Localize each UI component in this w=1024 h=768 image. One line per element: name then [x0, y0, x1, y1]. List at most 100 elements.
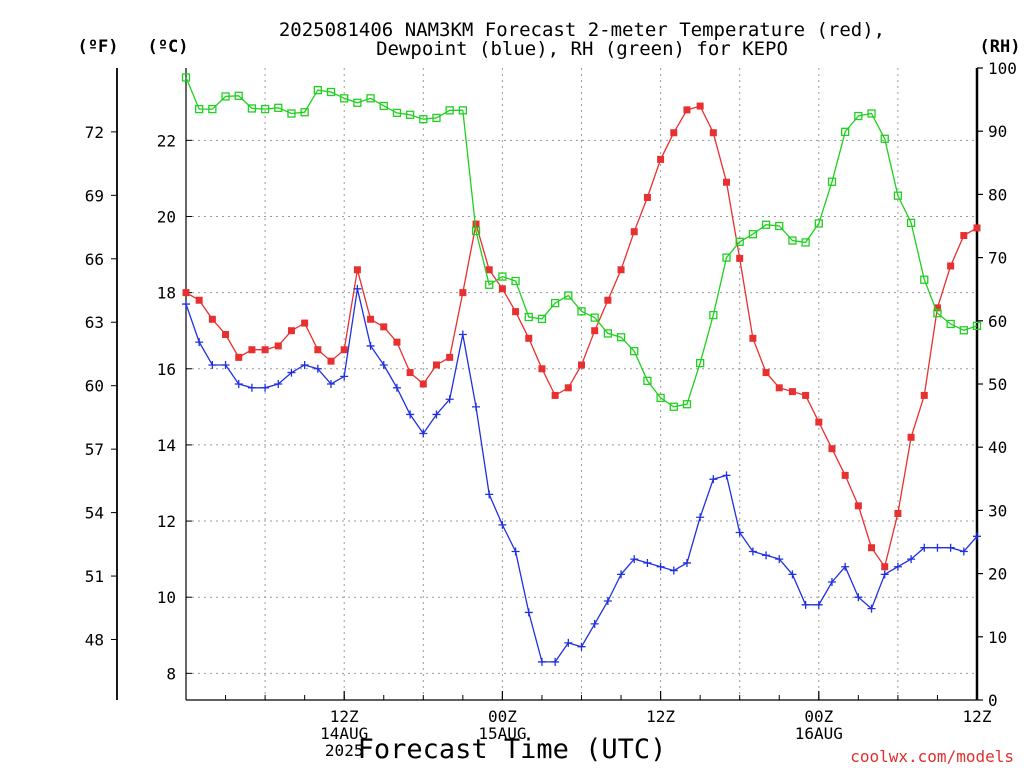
dewpoint-point: [603, 597, 612, 606]
rh-point: [419, 115, 428, 124]
temperature-point: [828, 445, 836, 453]
dewpoint-point: [247, 383, 256, 392]
rh-point: [854, 111, 863, 121]
time-tick-label: 14AUG: [320, 724, 368, 743]
temperature-point: [261, 346, 269, 354]
dewpoint-point: [208, 360, 217, 369]
temperature-point: [393, 338, 401, 346]
temperature-point: [564, 384, 572, 392]
temperature-point: [340, 346, 348, 354]
rh-point: [221, 92, 230, 101]
rh-point: [287, 109, 296, 118]
temperature-point: [973, 224, 981, 232]
celsius-tick-label: 18: [157, 284, 176, 303]
rh-point: [920, 275, 929, 284]
rh-point: [550, 298, 560, 308]
temperature-point: [894, 509, 902, 517]
dewpoint-point: [353, 284, 362, 293]
rh-point: [827, 177, 837, 186]
dewpoint-point: [261, 383, 270, 392]
dewpoint-point: [366, 341, 375, 350]
dewpoint-point: [287, 368, 296, 377]
rh-point: [722, 253, 731, 262]
rh-point: [735, 237, 744, 246]
rh-point: [669, 402, 678, 411]
rh-tick-label: 10: [988, 628, 1007, 647]
fahrenheit-tick-label: 63: [85, 313, 104, 332]
rh-tick-label: 90: [988, 122, 1007, 141]
rh-tick-label: 0: [988, 691, 998, 710]
rh-point: [524, 312, 533, 322]
dewpoint-point: [973, 532, 981, 541]
rh-point: [841, 127, 850, 136]
dewpoint-point: [327, 380, 336, 388]
rh-point: [696, 358, 705, 368]
rh-tick-label: 50: [988, 375, 1007, 394]
time-tick-label: 12Z: [330, 707, 359, 726]
dewpoint-point: [841, 562, 850, 571]
temperature-point: [327, 357, 335, 365]
time-tick-label: 00Z: [804, 707, 833, 726]
rh-point: [511, 276, 520, 286]
dewpoint-point: [234, 380, 243, 388]
temperature-point: [380, 323, 388, 331]
chart-title-line-1: 2025081406 NAM3KM Forecast 2-meter Tempe…: [279, 19, 885, 41]
temperature-point: [841, 471, 849, 479]
temperature-point: [498, 285, 506, 293]
rh-point: [195, 104, 204, 114]
rh-point: [498, 272, 507, 281]
dewpoint-point: [577, 642, 586, 651]
temperature-point: [551, 391, 559, 399]
fahrenheit-tick-label: 48: [85, 631, 104, 650]
rh-line: [185, 77, 978, 408]
temperature-point: [353, 266, 361, 274]
chart-title-line-2: Dewpoint (blue), RH (green) for KEPO: [376, 38, 788, 60]
temperature-point: [406, 369, 414, 377]
rh-point: [748, 230, 758, 239]
fahrenheit-tick-label: 54: [85, 504, 104, 523]
rh-point: [775, 221, 784, 231]
time-tick-label: 15AUG: [478, 724, 526, 743]
temperature-point: [723, 178, 731, 186]
dewpoint-point: [643, 558, 652, 567]
rh-point: [959, 326, 968, 335]
dewpoint-point: [827, 577, 836, 586]
temperature-point: [643, 193, 651, 201]
rh-point: [603, 329, 613, 338]
time-tick-label: 00Z: [488, 707, 517, 726]
grid-lines: [186, 68, 977, 700]
dewpoint-point: [340, 372, 349, 381]
temperature-point: [432, 361, 440, 369]
temperature-point: [208, 315, 216, 323]
rh-point: [893, 191, 903, 200]
dewpoint-point: [590, 619, 599, 628]
temperature-point: [947, 262, 955, 270]
rh-point: [208, 104, 217, 114]
dewpoint-point: [221, 360, 230, 369]
dewpoint-point: [551, 657, 560, 666]
rh-point: [577, 307, 586, 316]
dewpoint-point: [709, 475, 718, 484]
fahrenheit-tick-label: 51: [85, 567, 104, 586]
dewpoint-point: [432, 410, 441, 419]
dewpoint-point: [445, 395, 454, 404]
rh-point: [260, 104, 270, 114]
rh-point: [590, 313, 599, 322]
rh-point: [709, 310, 718, 320]
temperature-point: [802, 391, 810, 399]
rh-tick-label: 60: [988, 312, 1007, 331]
temperature-point: [525, 334, 533, 342]
rh-point: [972, 321, 982, 331]
dewpoint-point: [762, 551, 771, 560]
rh-point: [814, 219, 823, 228]
rh-point: [946, 319, 955, 329]
dewpoint-point: [537, 657, 546, 666]
dewpoint-point: [801, 600, 810, 609]
fahrenheit-tick-label: 66: [85, 250, 104, 269]
dewpoint-point: [933, 543, 942, 552]
fahrenheit-unit-label: (ºF): [78, 37, 119, 57]
dewpoint-point: [814, 600, 823, 609]
celsius-tick-label: 14: [157, 436, 176, 455]
temperature-point: [485, 266, 493, 274]
time-tick-label: 16AUG: [795, 724, 843, 743]
